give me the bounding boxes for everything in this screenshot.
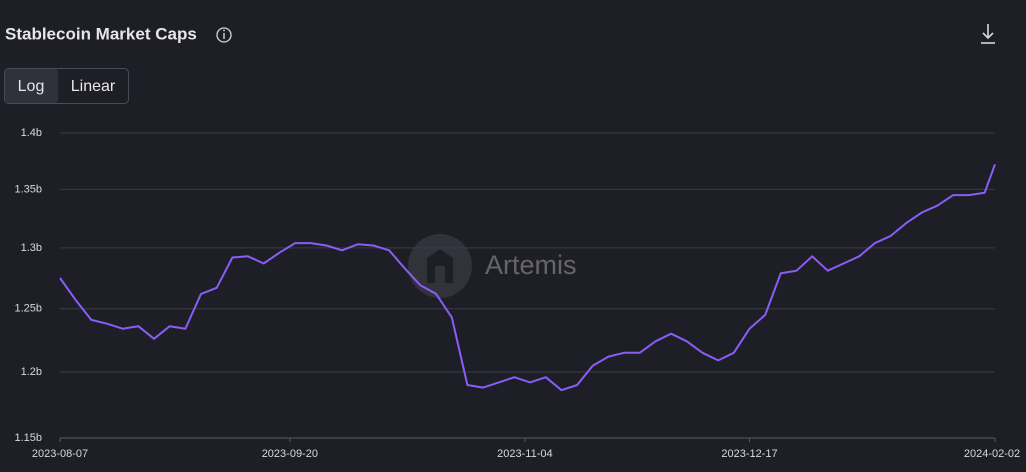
log-label[interactable]: Log bbox=[18, 78, 45, 95]
scale-toggle: Log Linear bbox=[4, 68, 129, 104]
y-tick-label: 1.15b bbox=[14, 432, 42, 444]
download-icon[interactable] bbox=[981, 24, 995, 44]
watermark: Artemis bbox=[408, 234, 577, 298]
x-tick-label: 2023-09-20 bbox=[262, 448, 318, 460]
x-tick-label: 2024-02-02 bbox=[964, 448, 1020, 460]
y-tick-label: 1.35b bbox=[14, 183, 42, 195]
y-tick-label: 1.3b bbox=[21, 242, 42, 254]
y-tick-label: 1.4b bbox=[21, 127, 42, 139]
x-tick-label: 2023-12-17 bbox=[721, 448, 777, 460]
data-line bbox=[59, 163, 996, 392]
info-icon[interactable] bbox=[216, 27, 232, 43]
log-button[interactable] bbox=[5, 69, 58, 103]
y-tick-label: 1.2b bbox=[21, 366, 42, 378]
x-tick-label: 2023-08-07 bbox=[32, 448, 88, 460]
chart-title: Stablecoin Market Caps bbox=[5, 24, 197, 43]
linear-label[interactable]: Linear bbox=[71, 78, 116, 95]
y-tick-label: 1.25b bbox=[14, 303, 42, 315]
watermark-text: Artemis bbox=[485, 250, 577, 280]
x-tick-label: 2023-11-04 bbox=[497, 448, 552, 460]
